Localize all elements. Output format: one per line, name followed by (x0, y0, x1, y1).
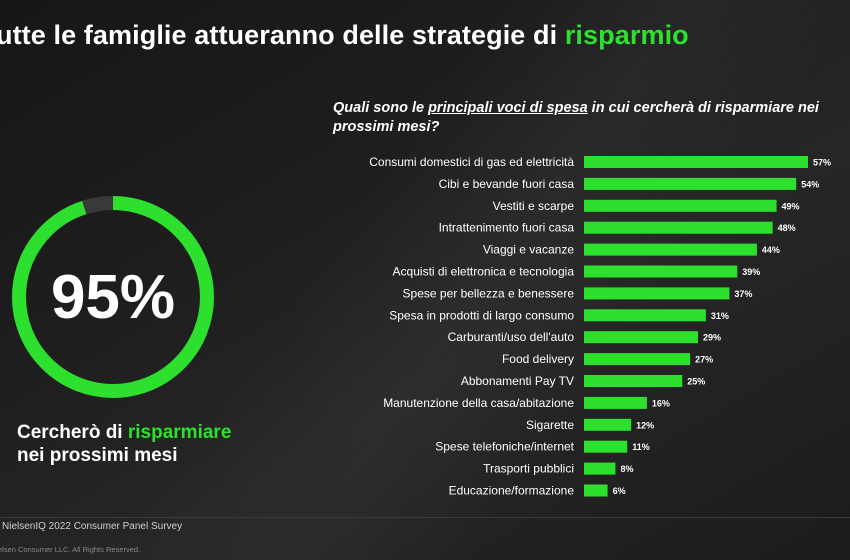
value-label: 12% (636, 420, 654, 430)
value-label: 25% (687, 377, 705, 387)
value-label: 11% (632, 442, 650, 452)
bar (584, 331, 698, 344)
bar (584, 156, 808, 168)
bar (584, 287, 730, 300)
category-label: Intrattenimento fuori casa (439, 221, 575, 235)
value-label: 54% (801, 179, 819, 189)
page-title-accent: risparmio (564, 20, 689, 50)
question-part1: Quali sono le (333, 100, 429, 116)
page-title-main: utte le famiglie attueranno delle strate… (0, 20, 565, 50)
value-label: 48% (778, 223, 796, 233)
kpi-ring-svg (12, 196, 214, 398)
question-underlined: principali voci di spesa (428, 100, 588, 116)
kpi-ring-progress (12, 196, 214, 398)
kpi-caption: Cercherò di risparmiare nei prossimi mesi (17, 421, 297, 467)
question-part2: in cui cercherà di risparmiare nei pross… (333, 100, 819, 135)
category-label: Spese telefoniche/internet (435, 440, 574, 454)
value-label: 44% (762, 245, 780, 255)
kpi-caption-suffix: nei prossimi mesi (17, 445, 178, 466)
bar (584, 177, 797, 190)
value-label: 57% (813, 158, 831, 168)
copyright-note: elsen Consumer LLC. All Rights Reserved. (0, 545, 141, 554)
category-label: Sigarette (526, 418, 574, 432)
category-label: Abbonamenti Pay TV (461, 374, 574, 388)
bar (584, 440, 628, 453)
bar (584, 243, 757, 256)
category-label: Vestiti e scarpe (493, 199, 575, 213)
category-label: Trasporti pubblici (483, 462, 574, 476)
kpi-ring: 95% (8, 192, 218, 402)
bar (584, 265, 738, 278)
value-label: 27% (695, 355, 713, 365)
category-label: Spese per bellezza e benessere (403, 286, 575, 300)
bar (584, 221, 773, 234)
bar (584, 353, 691, 366)
value-label: 16% (652, 398, 670, 408)
category-label: Carburanti/uso dell'auto (448, 330, 575, 344)
category-label: Consumi domestici di gas ed elettricità (369, 155, 574, 169)
page-title: utte le famiglie attueranno delle strate… (0, 20, 689, 51)
value-label: 49% (782, 201, 800, 211)
value-label: 39% (742, 267, 760, 277)
category-label: Manutenzione della casa/abitazione (383, 396, 574, 410)
category-label: Acquisti di elettronica e tecnologia (393, 265, 575, 279)
category-label: Spesa in prodotti di largo consumo (389, 308, 574, 322)
bar (584, 396, 647, 409)
value-label: 29% (703, 333, 721, 343)
bar (584, 462, 616, 475)
category-label: Educazione/formazione (449, 484, 575, 498)
kpi-value: 95% (50, 262, 176, 332)
kpi-caption-accent: risparmiare (127, 422, 232, 443)
source-note: NielsenIQ 2022 Consumer Panel Survey (2, 521, 183, 532)
value-label: 37% (734, 289, 752, 299)
category-label: Cibi e bevande fuori casa (439, 177, 575, 191)
category-label: Viaggi e vacanze (483, 243, 575, 257)
footer-divider (0, 517, 850, 518)
category-label: Food delivery (502, 352, 574, 366)
bar (584, 199, 777, 212)
kpi-caption-prefix: Cercherò di (17, 422, 128, 443)
bar (584, 418, 632, 431)
bar (584, 484, 608, 497)
value-label: 6% (613, 486, 626, 496)
chart-question: Quali sono le principali voci di spesa i… (333, 99, 833, 137)
value-label: 31% (711, 311, 729, 321)
bar (584, 309, 706, 322)
bar (584, 375, 683, 387)
value-label: 8% (620, 464, 633, 474)
